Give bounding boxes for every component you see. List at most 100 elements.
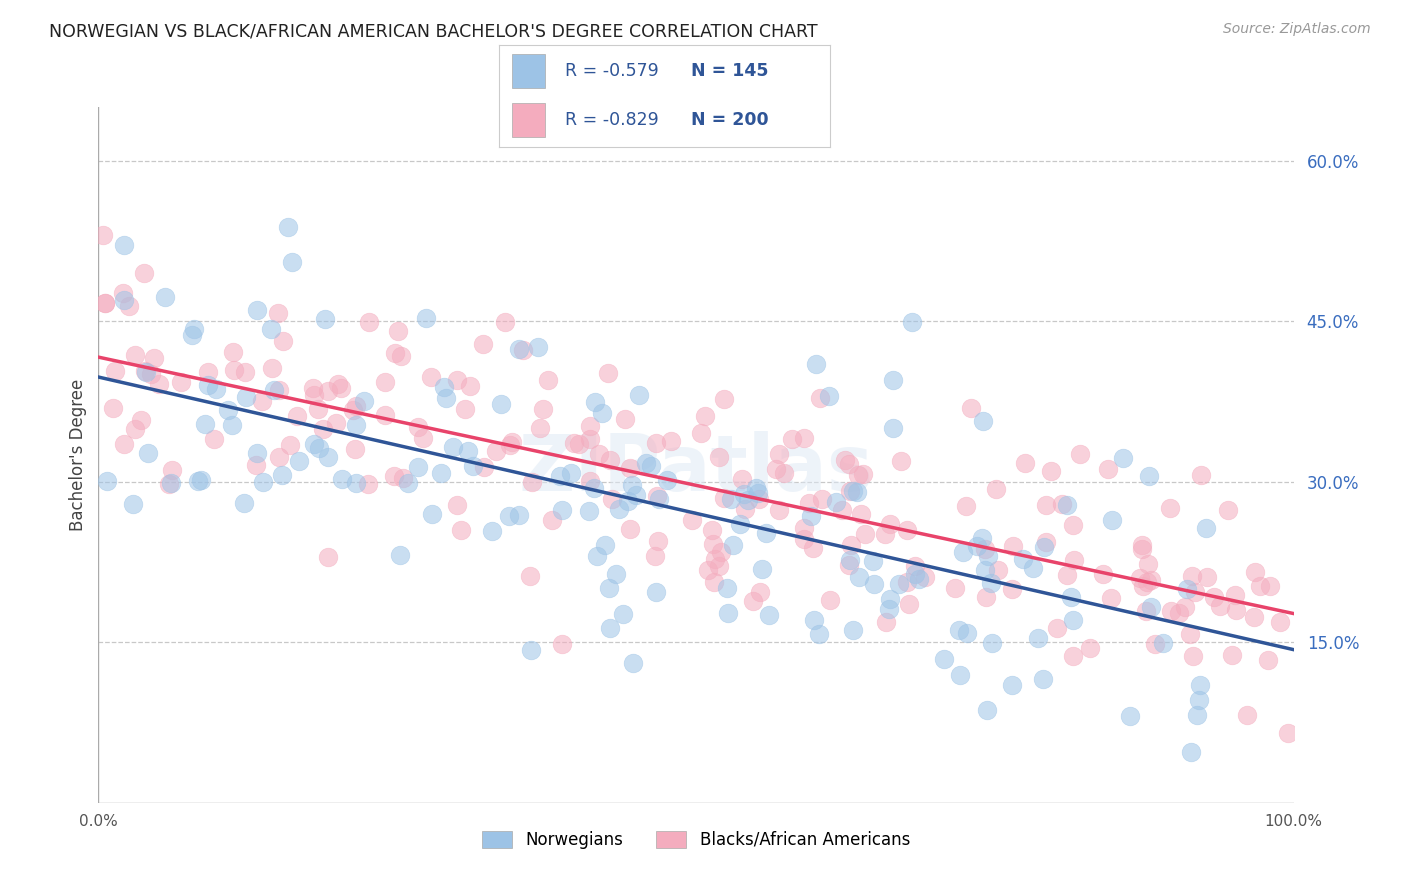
Point [1257,653,1279,667]
Point [810,492,832,507]
Point [647,533,669,548]
Point [197,378,219,392]
Text: N = 200: N = 200 [690,111,769,129]
Point [550,637,572,651]
Point [441,441,464,455]
Point [977,549,1000,563]
Point [1119,709,1142,723]
Point [765,461,787,475]
Point [1225,603,1247,617]
Point [1195,521,1218,535]
Point [1056,567,1078,582]
Point [831,503,853,517]
Point [1011,551,1033,566]
Point [1035,498,1057,512]
Point [384,346,406,360]
Point [1032,540,1054,554]
Point [551,503,574,517]
Point [311,422,333,436]
Point [846,484,869,499]
Point [1046,621,1069,635]
Point [1189,678,1212,692]
Point [838,558,860,572]
Point [808,391,831,405]
Point [621,656,644,670]
Point [233,365,256,379]
Point [278,438,301,452]
Point [1159,501,1181,516]
Point [474,460,496,475]
Point [429,466,451,480]
Point [734,502,756,516]
Point [907,572,929,586]
Point [1129,571,1152,585]
Point [879,516,901,531]
Point [1277,726,1299,740]
Point [733,487,755,501]
Point [598,366,620,380]
Point [117,299,139,313]
Point [1139,600,1161,615]
Point [541,513,564,527]
Point [1101,513,1123,527]
Point [356,477,378,491]
Point [457,444,479,458]
Point [329,381,352,395]
Point [644,549,666,563]
Point [1249,579,1271,593]
Point [1175,582,1198,596]
Point [277,219,299,234]
Point [879,592,901,607]
Point [434,392,457,406]
Point [1014,456,1036,470]
Point [578,504,600,518]
Point [382,468,405,483]
Point [713,392,735,406]
Point [328,376,350,391]
Point [318,384,340,399]
Point [877,601,900,615]
Point [1137,469,1160,483]
Point [974,591,997,605]
Point [882,420,904,434]
Point [135,365,157,379]
Point [498,508,520,523]
Point [342,403,364,417]
Point [285,409,308,423]
Point [808,626,831,640]
Point [647,489,669,503]
Point [202,433,225,447]
Point [955,499,977,513]
Point [853,527,876,541]
Point [446,498,468,512]
Point [882,373,904,387]
Point [301,381,323,395]
Point [485,443,508,458]
Point [344,399,367,413]
Point [406,460,429,475]
Point [1180,745,1202,759]
Point [839,483,862,498]
Point [585,549,607,564]
Point [875,615,897,629]
Point [980,576,1002,591]
Point [302,388,325,402]
Point [1202,590,1225,604]
Point [620,478,643,492]
Point [1040,464,1063,478]
Point [657,473,679,487]
Point [1035,534,1057,549]
Point [834,452,856,467]
Point [728,516,751,531]
Point [579,474,602,488]
Point [267,383,290,397]
Point [863,576,886,591]
Point [904,559,927,574]
Point [1160,603,1182,617]
Point [966,539,988,553]
Point [1152,636,1174,650]
Point [1112,451,1135,466]
Point [659,434,682,449]
Point [330,472,353,486]
Point [139,368,162,382]
